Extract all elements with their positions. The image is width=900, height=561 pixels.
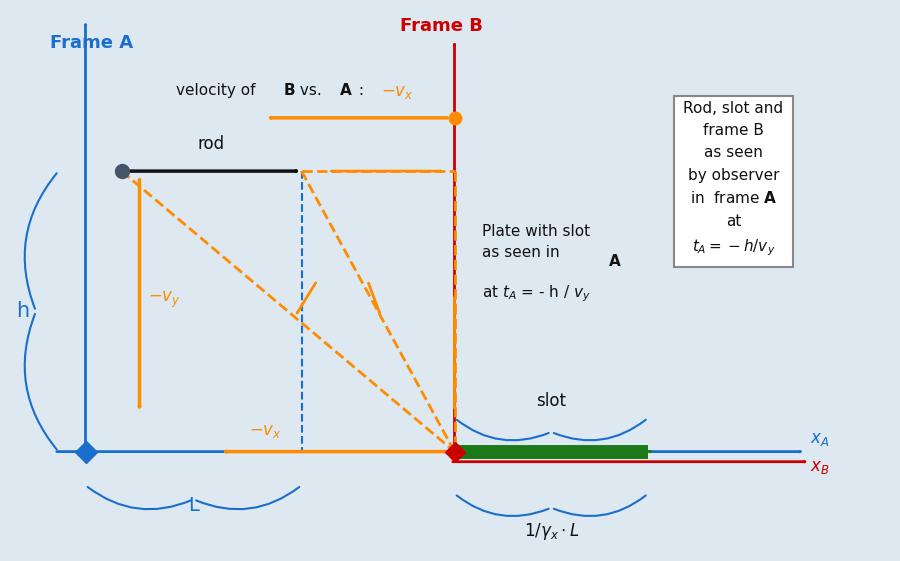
Text: rod: rod [198,135,225,153]
Text: Plate with slot
as seen in: Plate with slot as seen in [482,224,590,260]
Text: $1/ \gamma_x \cdot L$: $1/ \gamma_x \cdot L$ [524,521,579,542]
Text: L: L [188,495,199,514]
Text: $- v_x$: $- v_x$ [249,422,282,440]
Text: $- v_y$: $- v_y$ [148,290,181,310]
Text: Rod, slot and
frame B
as seen
by observer
in  frame $\mathbf{A}$
at
$t_A = - h /: Rod, slot and frame B as seen by observe… [683,101,784,257]
Text: slot: slot [536,392,566,410]
Text: :: : [354,84,373,98]
Text: B: B [284,84,295,98]
Text: velocity of: velocity of [176,84,260,98]
Text: at $t_A$ = - h / $v_y$: at $t_A$ = - h / $v_y$ [482,283,590,304]
Text: $x_A$: $x_A$ [810,430,830,448]
Text: $- v_x$: $- v_x$ [381,84,413,102]
Text: h: h [16,301,29,321]
Text: Frame A: Frame A [50,34,132,52]
Text: $x_B$: $x_B$ [810,458,830,476]
Text: vs.: vs. [295,84,327,98]
Text: A: A [609,254,621,269]
Text: Frame B: Frame B [400,17,483,35]
Text: A: A [340,84,352,98]
